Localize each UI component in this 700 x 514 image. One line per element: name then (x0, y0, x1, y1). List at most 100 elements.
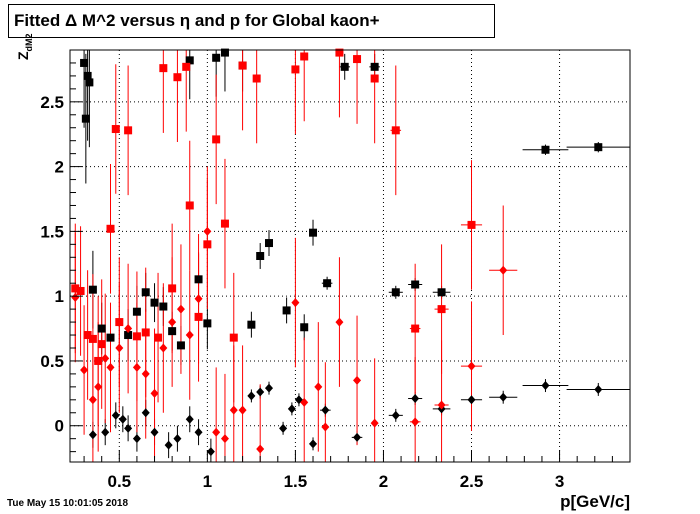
diamond-marker (467, 361, 476, 371)
square-marker (185, 56, 194, 65)
diamond-marker (353, 432, 362, 442)
diamond-marker (132, 434, 141, 444)
square-marker (252, 74, 261, 83)
diamond-marker (499, 392, 508, 402)
diamond-marker (594, 384, 603, 394)
diamond-marker (173, 434, 182, 444)
square-marker (541, 145, 550, 154)
y-tick-labels: 0 0.5 1 1.5 2 2.5 (40, 93, 64, 436)
diamond-marker (176, 304, 185, 314)
diamond-marker (71, 292, 80, 302)
diamond-marker (220, 434, 229, 444)
square-marker (335, 48, 344, 57)
chart-title: Fitted Δ M^2 versus η and p for Global k… (14, 11, 380, 30)
square-marker (132, 307, 141, 316)
square-marker (238, 61, 247, 70)
square-marker (111, 125, 120, 134)
diamond-marker (132, 362, 141, 372)
diamond-marker (88, 395, 97, 405)
diamond-marker (321, 405, 330, 415)
square-marker (437, 305, 446, 314)
y-tick-label: 1.5 (40, 222, 64, 241)
diamond-marker (309, 439, 318, 449)
diamond-marker (499, 265, 508, 275)
square-marker (106, 224, 115, 233)
diamond-marker (206, 447, 215, 457)
square-marker (282, 306, 291, 315)
y-axis-label-main: Z (15, 51, 31, 60)
diamond-marker (353, 375, 362, 385)
diamond-marker (411, 417, 420, 427)
square-marker (203, 319, 212, 328)
square-marker (300, 52, 309, 61)
diamond-marker (203, 226, 212, 236)
square-marker (80, 58, 89, 67)
square-marker (229, 333, 238, 342)
square-marker (132, 332, 141, 341)
square-marker (194, 275, 203, 284)
data-markers (71, 48, 603, 457)
square-marker (309, 228, 318, 237)
diamond-marker (321, 422, 330, 432)
square-marker (106, 333, 115, 342)
square-marker (159, 64, 168, 73)
diamond-marker (391, 410, 400, 420)
diamond-marker (256, 444, 265, 454)
square-marker (291, 65, 300, 74)
y-axis-label: ZdM2 (15, 33, 34, 60)
diamond-marker (185, 330, 194, 340)
square-marker (323, 279, 332, 288)
x-tick-labels: 0.5 1 1.5 2 2.5 3 (107, 472, 564, 491)
diamond-marker (541, 381, 550, 391)
diamond-marker (212, 427, 221, 437)
square-marker (212, 53, 221, 62)
square-marker (88, 285, 97, 294)
square-marker (115, 318, 124, 327)
diamond-marker (101, 427, 110, 437)
diamond-marker (141, 408, 150, 418)
diamond-marker (94, 382, 103, 392)
square-marker (437, 288, 446, 297)
square-marker (168, 327, 177, 336)
diamond-marker (106, 362, 115, 372)
diamond-marker (118, 414, 127, 424)
diamond-marker (80, 365, 89, 375)
square-marker (185, 201, 194, 210)
square-marker (264, 239, 273, 248)
diamond-marker (194, 294, 203, 304)
diamond-marker (291, 298, 300, 308)
y-tick-label: 2.5 (40, 93, 64, 112)
square-marker (467, 220, 476, 229)
square-marker (212, 135, 221, 144)
square-marker (220, 48, 229, 57)
square-marker (411, 280, 420, 289)
square-marker (168, 284, 177, 293)
diamond-marker (101, 353, 110, 363)
diamond-marker (314, 382, 323, 392)
square-marker (141, 328, 150, 337)
diamond-marker (164, 440, 173, 450)
square-marker (194, 312, 203, 321)
diamond-marker (168, 317, 177, 327)
y-tick-label: 0.5 (40, 352, 64, 371)
y-tick-label: 2 (55, 158, 64, 177)
timestamp: Tue May 15 10:01:05 2018 (7, 498, 129, 509)
diamond-marker (247, 391, 256, 401)
square-marker (353, 55, 362, 64)
square-marker (141, 288, 150, 297)
square-marker (97, 340, 106, 349)
square-marker (203, 240, 212, 249)
square-marker (94, 356, 103, 365)
diamond-marker (88, 430, 97, 440)
square-marker (300, 323, 309, 332)
diamond-marker (467, 395, 476, 405)
square-marker (256, 252, 265, 260)
diamond-marker (238, 405, 247, 415)
square-marker (594, 143, 603, 152)
square-marker (340, 62, 349, 71)
square-marker (83, 331, 92, 340)
diamond-marker (185, 414, 194, 424)
diamond-marker (437, 400, 446, 410)
diamond-marker (115, 343, 124, 353)
square-marker (411, 324, 420, 333)
